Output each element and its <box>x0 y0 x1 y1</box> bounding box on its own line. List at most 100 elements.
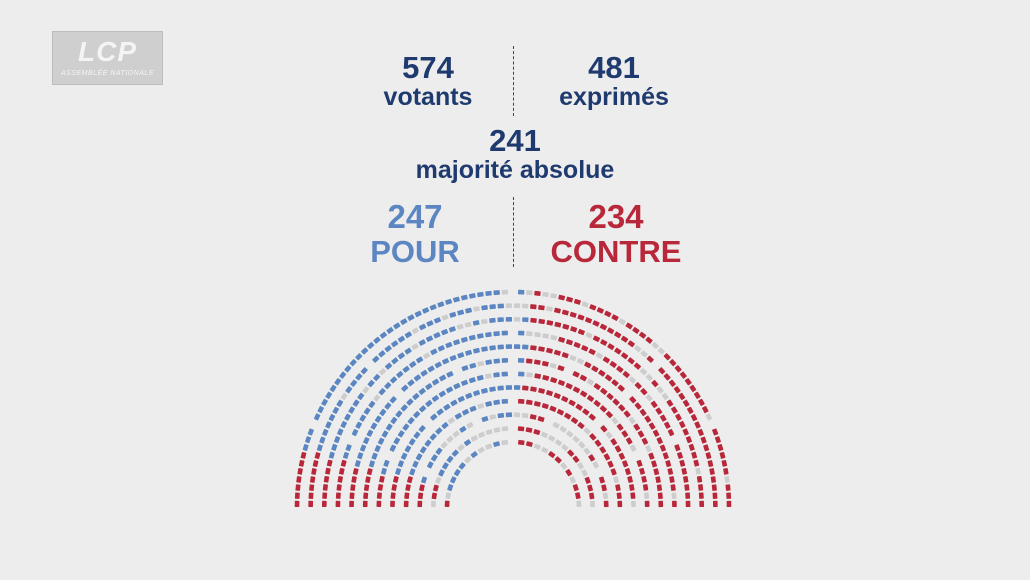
seat-contre <box>620 352 629 360</box>
seat-contre <box>517 398 525 404</box>
seat-pour <box>485 290 492 296</box>
seat-contre <box>697 428 704 437</box>
seat-pour <box>442 462 449 470</box>
seat-contre <box>376 492 382 499</box>
seat-contre <box>596 307 604 314</box>
seat-contre <box>685 492 691 499</box>
seat-contre <box>656 437 663 445</box>
seat-contre <box>326 459 333 467</box>
seat-pour <box>459 425 467 433</box>
seat-contre <box>586 395 595 402</box>
seat-pour <box>373 373 381 382</box>
seat-contre <box>570 417 579 424</box>
seat-contre <box>565 339 573 346</box>
seat-absent <box>489 414 497 420</box>
seat-contre <box>723 468 729 475</box>
seat-pour <box>397 430 405 438</box>
seat-contre <box>363 484 370 492</box>
seat-pour <box>468 377 476 384</box>
seat-contre <box>682 428 689 436</box>
seat-absent <box>585 332 593 339</box>
votants-value: 574 <box>402 50 454 85</box>
seat-pour <box>481 388 488 394</box>
seat-contre <box>627 357 635 365</box>
seat-pour <box>453 339 461 346</box>
seat-pour <box>427 365 435 373</box>
seat-pour <box>397 460 404 468</box>
seat-contre <box>365 476 371 484</box>
seat-pour <box>468 293 476 299</box>
seat-pour <box>384 345 392 353</box>
seat-pour <box>451 449 459 457</box>
seat-pour <box>453 469 461 477</box>
seat-contre <box>584 361 592 369</box>
seat-pour <box>407 417 415 425</box>
seat-absent <box>586 378 595 386</box>
seat-absent <box>480 318 488 325</box>
seat-absent <box>548 435 556 442</box>
seat-pour <box>505 385 513 390</box>
seat-absent <box>645 394 653 402</box>
seat-pour <box>302 444 309 451</box>
seat-pour <box>391 340 399 348</box>
seat-contre <box>593 399 601 407</box>
seat-pour <box>517 357 525 363</box>
seat-contre <box>534 373 542 379</box>
seat-pour <box>457 352 465 359</box>
seat-absent <box>549 362 557 369</box>
seat-contre <box>614 331 622 339</box>
seat-pour <box>337 428 344 436</box>
seat-contre <box>675 413 682 421</box>
seat-contre <box>591 365 599 373</box>
seat-pour <box>319 436 326 444</box>
seat-contre <box>575 403 583 411</box>
seat-contre <box>641 475 647 483</box>
seat-absent <box>473 306 480 312</box>
seat-pour <box>522 317 529 323</box>
contre-value: 234 <box>588 198 644 235</box>
divider-top <box>513 46 514 116</box>
seat-contre <box>300 451 307 459</box>
seat-absent <box>628 416 636 425</box>
seat-pour <box>422 307 430 314</box>
seat-pour <box>476 333 484 339</box>
seat-pour <box>450 399 458 407</box>
stat-pour: 247 POUR <box>325 200 505 267</box>
seat-contre <box>525 427 533 433</box>
seat-contre <box>644 500 650 508</box>
seat-contre <box>612 398 620 406</box>
seat-contre <box>363 492 369 500</box>
seat-absent <box>644 492 650 499</box>
seat-absent <box>456 323 464 330</box>
seat-pour <box>465 307 472 314</box>
seat-contre <box>294 492 300 499</box>
seat-contre <box>566 296 574 303</box>
seat-contre <box>639 467 645 475</box>
seat-absent <box>340 392 348 401</box>
seat-pour <box>345 444 352 452</box>
seat-pour <box>368 460 375 468</box>
seat-pour <box>357 392 365 401</box>
seat-contre <box>725 484 731 491</box>
seat-contre <box>693 459 700 467</box>
seat-pour <box>415 453 423 461</box>
seat-absent <box>431 500 436 508</box>
seat-absent <box>559 425 567 433</box>
seat-contre <box>588 413 596 421</box>
seat-contre <box>655 407 663 415</box>
seat-contre <box>379 475 385 483</box>
seat-pour <box>446 455 454 463</box>
seat-contre <box>617 384 625 392</box>
seat-pour <box>328 451 335 459</box>
seat-absent <box>541 446 549 454</box>
seat-pour <box>497 344 504 350</box>
seat-pour <box>489 317 496 323</box>
seat-contre <box>538 318 546 325</box>
seat-absent <box>578 441 586 449</box>
seat-contre <box>529 414 537 420</box>
seat-contre <box>655 476 661 484</box>
seat-contre <box>616 492 622 500</box>
seat-absent <box>605 431 613 439</box>
seat-contre <box>610 468 617 476</box>
seat-contre <box>321 500 327 508</box>
